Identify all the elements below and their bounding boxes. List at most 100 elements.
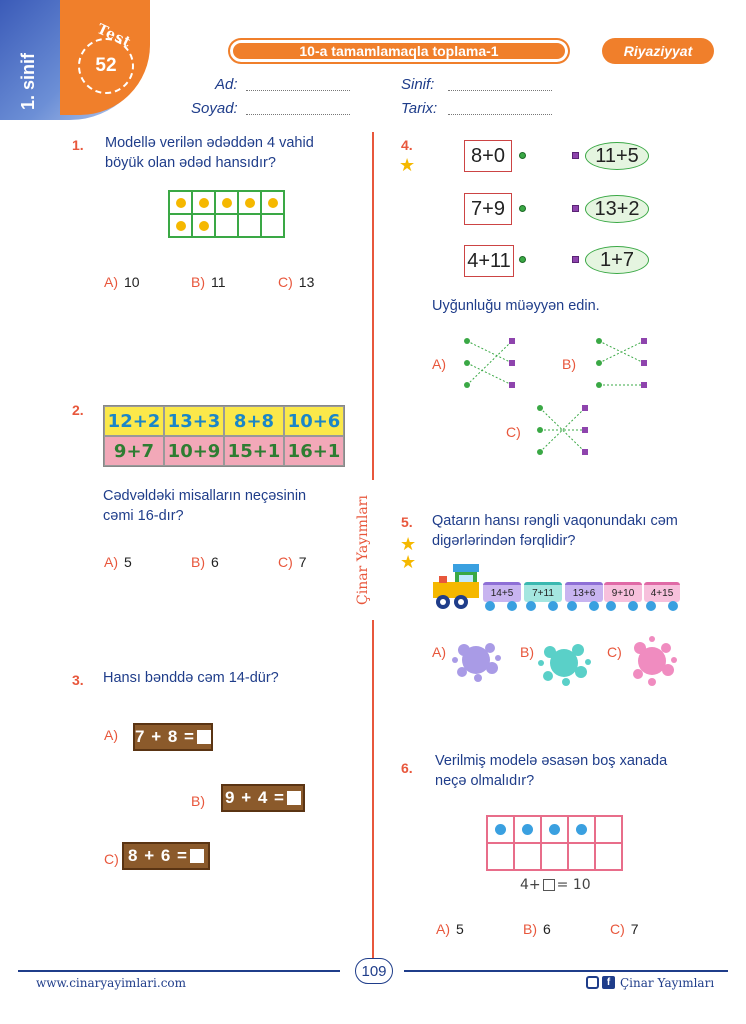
q3-option-b-letter: B) [191, 793, 205, 809]
q6-option-c-letter: C) [610, 921, 625, 937]
q3-option-a[interactable]: A) [104, 727, 124, 743]
counter-dot [267, 197, 278, 208]
q2-option-a-letter: A) [104, 554, 118, 570]
q4-option-b[interactable]: B) [562, 356, 582, 372]
frame-cell [169, 191, 192, 214]
q1-option-b-value: 11 [211, 274, 226, 290]
date-field[interactable] [448, 114, 552, 115]
q3-option-c-letter: C) [104, 851, 119, 867]
q4-option-b-letter: B) [562, 356, 576, 372]
footer-line-right [404, 970, 728, 972]
footer-brand: Çinar Yayımları [620, 976, 715, 990]
q5-option-c-letter: C) [607, 644, 622, 660]
class-label: Sinif: [401, 76, 435, 93]
frame-cell [514, 843, 541, 870]
q6-blank-box[interactable] [542, 879, 555, 891]
website-link[interactable]: www.cinaryayimlari.com [36, 976, 187, 990]
q3-option-b[interactable]: B) [191, 793, 211, 809]
counter-dot [175, 197, 186, 208]
q3-sign-b[interactable]: 9 + 4 = [221, 784, 305, 812]
q4-option-a-diagram [464, 338, 515, 388]
q6-number: 6. [401, 760, 413, 776]
q1-option-b[interactable]: B) 11 [191, 274, 226, 290]
q4-left-dot [519, 205, 526, 212]
q4-number: 4. [401, 137, 413, 153]
q3-sign-c[interactable]: 8 + 6 = [122, 842, 210, 870]
date-label: Tarix: [401, 100, 438, 117]
q2-cell: 10+9 [164, 436, 224, 466]
blank-box [189, 849, 204, 863]
q3-option-c[interactable]: C) [104, 851, 125, 867]
q6-option-c[interactable]: C) 7 [610, 921, 639, 937]
instagram-icon[interactable] [586, 976, 599, 989]
paint-splat-teal-icon [538, 644, 591, 686]
surname-label: Soyad: [191, 100, 238, 117]
frame-cell [595, 816, 622, 843]
q4-right-square [572, 256, 579, 263]
class-field[interactable] [448, 90, 552, 91]
train-car-pink: 4+15 [644, 582, 680, 602]
q2-option-c[interactable]: C) 7 [278, 554, 307, 570]
q6-ten-frame [486, 815, 623, 871]
q2-option-a[interactable]: A) 5 [104, 554, 132, 570]
grade-label: 1. sinif [18, 52, 38, 110]
name-field[interactable] [246, 90, 350, 91]
q2-option-b-value: 6 [211, 554, 219, 570]
q4-left-expr: 7+9 [464, 193, 512, 225]
q2-number: 2. [72, 402, 84, 418]
social-icons: f [586, 976, 615, 989]
q5-option-c[interactable]: C) [607, 644, 628, 660]
q3-sign-a[interactable]: 7 + 8 = [133, 723, 213, 751]
footer-line-left [18, 970, 340, 972]
q6-option-b[interactable]: B) 6 [523, 921, 551, 937]
frame-cell [568, 843, 595, 870]
frame-cell [215, 191, 238, 214]
q1-option-a[interactable]: A) 10 [104, 274, 140, 290]
q4-option-b-diagram [596, 338, 647, 388]
surname-field[interactable] [246, 114, 350, 115]
train-car-pink: 9+10 [604, 582, 642, 602]
frame-cell [169, 214, 192, 237]
q6-text: Verilmiş modelə əsasən boş xanada neçə o… [435, 753, 668, 789]
q4-option-c[interactable]: C) [506, 424, 527, 440]
name-label: Ad: [215, 76, 238, 93]
counter-dot [549, 824, 560, 835]
frame-cell [215, 214, 238, 237]
frame-cell [541, 843, 568, 870]
counter-dot [576, 824, 587, 835]
q2-cell: 8+8 [224, 406, 284, 436]
star-icon: ★ [400, 534, 417, 554]
paint-splat-pink-icon [633, 636, 677, 686]
q1-option-c[interactable]: C) 13 [278, 274, 314, 290]
counter-dot [175, 220, 186, 231]
q5-option-b[interactable]: B) [520, 644, 540, 660]
q4-right-expr: 11+5 [585, 142, 649, 170]
frame-cell [595, 843, 622, 870]
q6-option-b-value: 6 [543, 921, 551, 937]
q3-sign-b-text: 9 + 4 = [225, 788, 285, 807]
q2-cell: 16+1 [284, 436, 344, 466]
q4-text: Uyğunluğu müəyyən edin. [432, 298, 600, 314]
frame-cell [487, 816, 514, 843]
q5-option-b-letter: B) [520, 644, 534, 660]
publisher-vertical: Çinar Yayımları [355, 480, 391, 620]
q5-text: Qatarın hansı rəngli vaqonundakı cəm dig… [432, 513, 678, 549]
train-car-purple: 14+5 [483, 582, 521, 602]
counter-dot [198, 220, 209, 231]
page-title: 10-a tamamlamaqla toplama-1 [228, 38, 570, 64]
q3-text: Hansı bənddə cəm 14-dür? [103, 670, 279, 686]
q2-table: 12+2 13+3 8+8 10+6 9+7 10+9 15+1 16+1 [103, 405, 345, 467]
q5-number: 5. [401, 514, 413, 530]
q5-option-a[interactable]: A) [432, 644, 452, 660]
facebook-icon[interactable]: f [602, 976, 615, 989]
q4-option-a-letter: A) [432, 356, 446, 372]
q5-option-a-letter: A) [432, 644, 446, 660]
counter-dot [244, 197, 255, 208]
q6-eq-left: 4+ [520, 877, 541, 893]
q4-option-a[interactable]: A) [432, 356, 452, 372]
q6-option-a[interactable]: A) 5 [436, 921, 464, 937]
q6-option-a-letter: A) [436, 921, 450, 937]
subject-label: Riyaziyyat [602, 38, 714, 64]
q2-option-b[interactable]: B) 6 [191, 554, 219, 570]
blank-box [196, 730, 211, 744]
